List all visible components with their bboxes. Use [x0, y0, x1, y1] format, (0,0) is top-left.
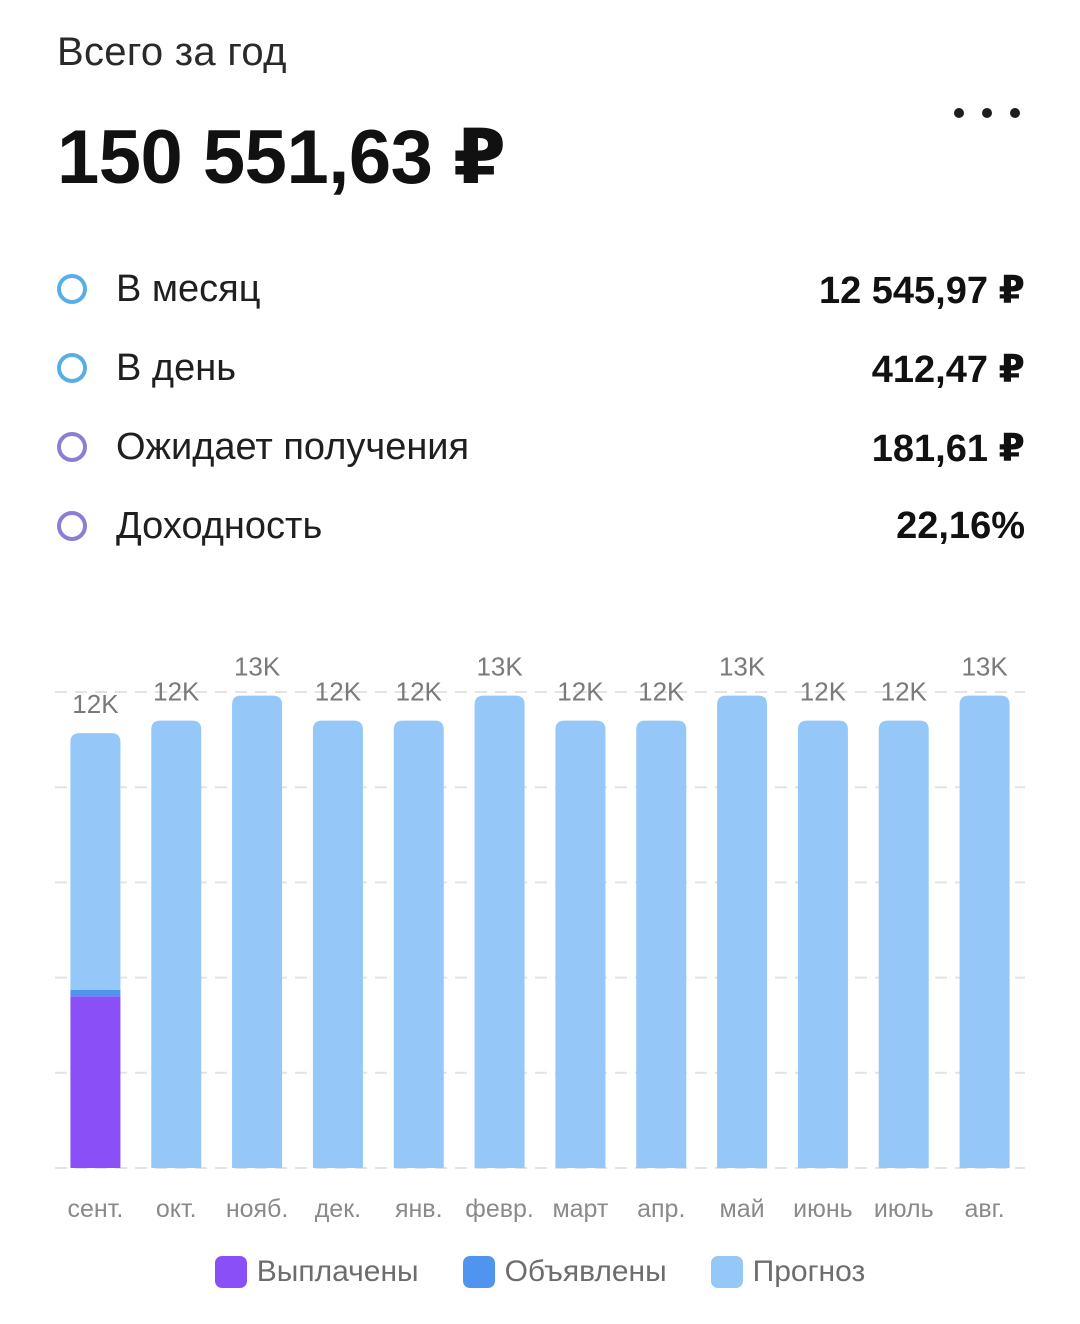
- chart-legend: Выплачены Объявлены Прогноз: [0, 1255, 1080, 1289]
- bar-segment-forecast[interactable]: [474, 695, 525, 1168]
- bar-segment-paid[interactable]: [70, 996, 121, 1168]
- legend-swatch: [214, 1256, 247, 1288]
- legend-label: Объявлены: [504, 1255, 667, 1288]
- bar-segment-forecast[interactable]: [636, 720, 687, 1168]
- x-axis-label: июль: [874, 1195, 934, 1223]
- bar-value-label: 12K: [153, 677, 200, 707]
- bar-segment-forecast[interactable]: [959, 695, 1010, 1168]
- legend-label: Прогноз: [752, 1255, 866, 1288]
- stats-list: В месяц 12 545,97 ₽ В день 412,47 ₽ Ожид…: [55, 262, 1025, 578]
- bar-value-label: 12K: [396, 677, 443, 707]
- x-axis-label: апр.: [637, 1195, 685, 1223]
- bar-value-label: 12K: [881, 677, 928, 707]
- x-axis-label: окт.: [156, 1195, 197, 1223]
- legend-item-paid[interactable]: Выплачены: [214, 1255, 419, 1289]
- x-axis-label: март: [552, 1195, 608, 1223]
- total-amount: 150 551,63 ₽: [57, 115, 506, 200]
- x-axis-label: дек.: [315, 1195, 361, 1223]
- bar-value-label: 13K: [476, 652, 523, 682]
- bar-segment-forecast[interactable]: [70, 733, 121, 990]
- legend-swatch: [710, 1256, 743, 1288]
- x-axis-label: июнь: [793, 1195, 853, 1223]
- more-dot-icon: [954, 108, 964, 118]
- x-axis-label: янв.: [395, 1195, 443, 1223]
- stat-label: В месяц: [116, 268, 261, 310]
- more-dot-icon: [982, 108, 992, 118]
- stat-row-daily: В день 412,47 ₽: [55, 341, 1025, 420]
- bar-segment-forecast[interactable]: [312, 720, 363, 1168]
- stat-row-yield: Доходность 22,16%: [55, 499, 1025, 578]
- bar-segment-forecast[interactable]: [151, 720, 202, 1168]
- legend-item-declared[interactable]: Объявлены: [462, 1255, 667, 1289]
- bar-value-label: 13K: [719, 652, 766, 682]
- bar-value-label: 13K: [234, 652, 281, 682]
- more-options-button[interactable]: [950, 95, 1024, 131]
- stat-label: Ожидает получения: [116, 426, 470, 468]
- stat-row-pending: Ожидает получения 181,61 ₽: [55, 420, 1025, 499]
- x-axis-label: авг.: [964, 1195, 1004, 1223]
- bar-value-label: 13K: [961, 652, 1008, 682]
- bar-value-label: 12K: [557, 677, 604, 707]
- bar-segment-forecast[interactable]: [555, 720, 606, 1168]
- bar-segment-forecast[interactable]: [878, 720, 929, 1168]
- x-axis-label: сент.: [67, 1195, 123, 1223]
- bar-value-label: 12K: [800, 677, 847, 707]
- circle-icon: [57, 511, 87, 541]
- bar-value-label: 12K: [72, 689, 119, 719]
- stat-row-monthly: В месяц 12 545,97 ₽: [55, 262, 1025, 341]
- stat-label: В день: [116, 347, 236, 389]
- bar-value-label: 12K: [638, 677, 685, 707]
- legend-label: Выплачены: [256, 1255, 419, 1288]
- stat-value: 22,16%: [896, 505, 1025, 547]
- circle-icon: [57, 274, 87, 304]
- stat-value: 181,61 ₽: [871, 428, 1025, 470]
- stat-value: 12 545,97 ₽: [818, 270, 1025, 312]
- stat-label: Доходность: [116, 505, 323, 547]
- more-dot-icon: [1010, 108, 1020, 118]
- circle-icon: [57, 353, 87, 383]
- bar-segment-forecast[interactable]: [717, 695, 768, 1168]
- circle-icon: [57, 432, 87, 462]
- bar-value-label: 12K: [315, 677, 362, 707]
- x-axis-label: май: [720, 1195, 765, 1223]
- bar-segment-forecast[interactable]: [797, 720, 848, 1168]
- x-axis-label: февр.: [465, 1195, 534, 1223]
- bar-segment-forecast[interactable]: [393, 720, 444, 1168]
- stat-value: 412,47 ₽: [871, 349, 1025, 391]
- bar-segment-forecast[interactable]: [232, 695, 283, 1168]
- bar-segment-declared[interactable]: [70, 989, 121, 997]
- dividends-bar-chart: 12K сент. 12K окт. 13K нояб. 12K дек. 12K янв. 13K…: [55, 652, 1025, 1223]
- x-axis-label: нояб.: [226, 1195, 289, 1223]
- legend-swatch: [462, 1256, 495, 1288]
- page-title: Всего за год: [57, 30, 287, 74]
- legend-item-forecast[interactable]: Прогноз: [710, 1255, 866, 1289]
